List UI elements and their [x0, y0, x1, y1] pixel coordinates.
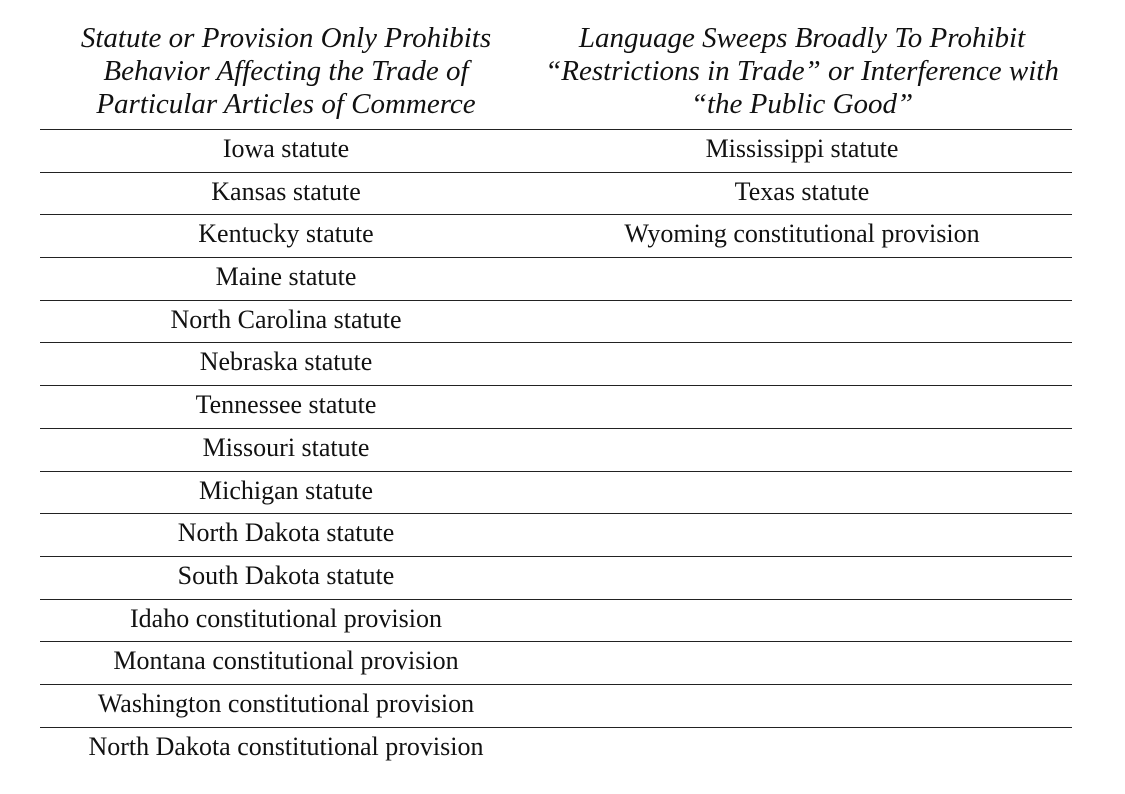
table-row: Michigan statute [40, 472, 1072, 515]
table-cell-right [532, 685, 1072, 727]
table-cell-right [532, 343, 1072, 385]
header-left-line: Behavior Affecting the Trade of [103, 55, 469, 87]
header-left: Statute or Provision Only Prohibits Beha… [40, 22, 532, 129]
table-row: Maine statute [40, 258, 1072, 301]
table-cell-right [532, 472, 1072, 514]
table-row: Idaho constitutional provision [40, 600, 1072, 643]
table-row: North Carolina statute [40, 301, 1072, 344]
table-cell-left: Tennessee statute [195, 390, 377, 420]
table-cell-right: Texas statute [734, 176, 870, 206]
header-right-line: Language Sweeps Broadly To Prohibit [578, 22, 1026, 54]
table-cell-left: North Dakota statute [177, 518, 395, 548]
table-cell-right [532, 258, 1072, 300]
table-cell-right [532, 557, 1072, 599]
table-cell-left: Idaho constitutional provision [130, 603, 442, 633]
table-cell-left: Kentucky statute [198, 219, 374, 249]
table-cell-left: Nebraska statute [199, 347, 373, 377]
comparison-table: Statute or Provision Only Prohibits Beha… [40, 22, 1072, 770]
header-right-line: “the Public Good” [690, 88, 914, 120]
table-row: Kansas statute Texas statute [40, 173, 1072, 216]
table-cell-right [532, 514, 1072, 556]
table-cell-right: Mississippi statute [705, 134, 899, 163]
table-row: South Dakota statute [40, 557, 1072, 600]
table-row: Montana constitutional provision [40, 642, 1072, 685]
table-cell-left: North Carolina statute [170, 304, 402, 334]
table-cell-right [532, 728, 1072, 771]
table-cell-right [532, 386, 1072, 428]
table-row: North Dakota constitutional provision [40, 728, 1072, 771]
table-row: Missouri statute [40, 429, 1072, 472]
table-cell-left: Michigan statute [198, 475, 373, 505]
table-row: Tennessee statute [40, 386, 1072, 429]
table-cell-left: North Dakota constitutional provision [88, 731, 484, 761]
table-header-row: Statute or Provision Only Prohibits Beha… [40, 22, 1072, 130]
table-cell-right [532, 600, 1072, 642]
table-cell-right [532, 301, 1072, 343]
table-cell-left: Washington constitutional provision [97, 688, 475, 718]
header-left-line: Particular Articles of Commerce [96, 88, 476, 120]
table-cell-right [532, 642, 1072, 684]
table-row: North Dakota statute [40, 514, 1072, 557]
header-right: Language Sweeps Broadly To Prohibit “Res… [532, 22, 1072, 129]
table-row: Iowa statute Mississippi statute [40, 130, 1072, 173]
table-cell-left: Iowa statute [222, 134, 350, 163]
header-right-line: “Restrictions in Trade” or Interference … [545, 55, 1059, 87]
header-left-line: Statute or Provision Only Prohibits [80, 22, 492, 54]
table-cell-left: Montana constitutional provision [113, 646, 459, 676]
table-row: Nebraska statute [40, 343, 1072, 387]
table-cell-right [532, 429, 1072, 471]
table-row: Washington constitutional provision [40, 685, 1072, 728]
table-cell-left: Kansas statute [211, 176, 361, 206]
table-cell-left: South Dakota statute [177, 560, 395, 590]
table-cell-left: Maine statute [215, 262, 357, 292]
table-cell-left: Missouri statute [202, 432, 370, 462]
table-cell-right: Wyoming constitutional provision [624, 219, 980, 249]
table-body: Iowa statute Mississippi statute Kansas st… [40, 130, 1072, 770]
table-row: Kentucky statute Wyoming constitutional p… [40, 215, 1072, 259]
